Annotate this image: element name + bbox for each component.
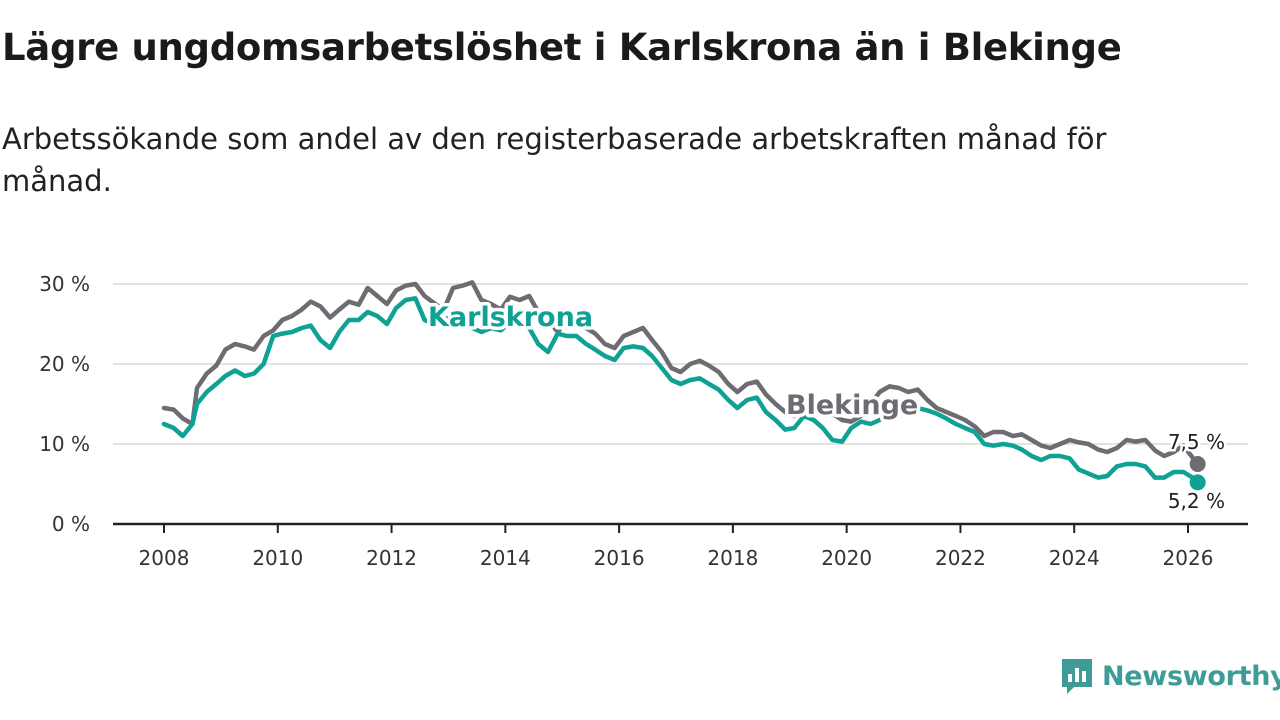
x-tick-label: 2022 [935,546,986,570]
newsworthy-logo-text: Newsworthy [1102,660,1280,692]
series-labels: Karlskrona Blekinge 7,5 % 5,2 % [425,299,1228,516]
chart-title: Lägre ungdomsarbetslöshet i Karlskrona ä… [2,26,1122,69]
chart-subtitle: Arbetssökande som andel av den registerb… [2,122,1107,198]
series-label-karlskrona: Karlskrona [428,302,593,333]
x-tick-label: 2026 [1163,546,1214,570]
x-tick-label: 2016 [594,546,645,570]
y-tick-label: 30 % [39,272,90,296]
end-value-label-karlskrona: 5,2 % [1168,489,1225,513]
series-lines [161,280,1200,485]
y-axis-ticks: 0 % 10 % 20 % 30 % [39,272,90,536]
x-tick-label: 2008 [139,546,190,570]
x-tick-label: 2018 [707,546,758,570]
x-tick-label: 2020 [821,546,872,570]
y-tick-label: 0 % [52,512,90,536]
x-tick-label: 2010 [252,546,303,570]
x-tick-label: 2012 [366,546,417,570]
series-line-karlskrona [161,296,1200,485]
y-tick-label: 20 % [39,352,90,376]
end-marker-blekinge [1189,456,1206,472]
newsworthy-logo: Newsworthy [1060,655,1280,697]
series-label-blekinge: Blekinge [786,390,918,421]
end-marker-karlskrona [1189,474,1206,491]
end-markers [1189,456,1206,491]
gridlines [113,283,1248,445]
x-tick-label: 2014 [480,546,531,570]
y-tick-label: 10 % [39,432,90,456]
end-value-label-blekinge: 7,5 % [1168,430,1225,454]
x-tick-label: 2024 [1049,546,1100,570]
series-line-blekinge [161,280,1200,467]
newsworthy-logo-icon [1062,659,1092,694]
x-axis-ticks: 2008 2010 2012 2014 2016 2018 2020 2022 2024 2026 [113,522,1248,570]
